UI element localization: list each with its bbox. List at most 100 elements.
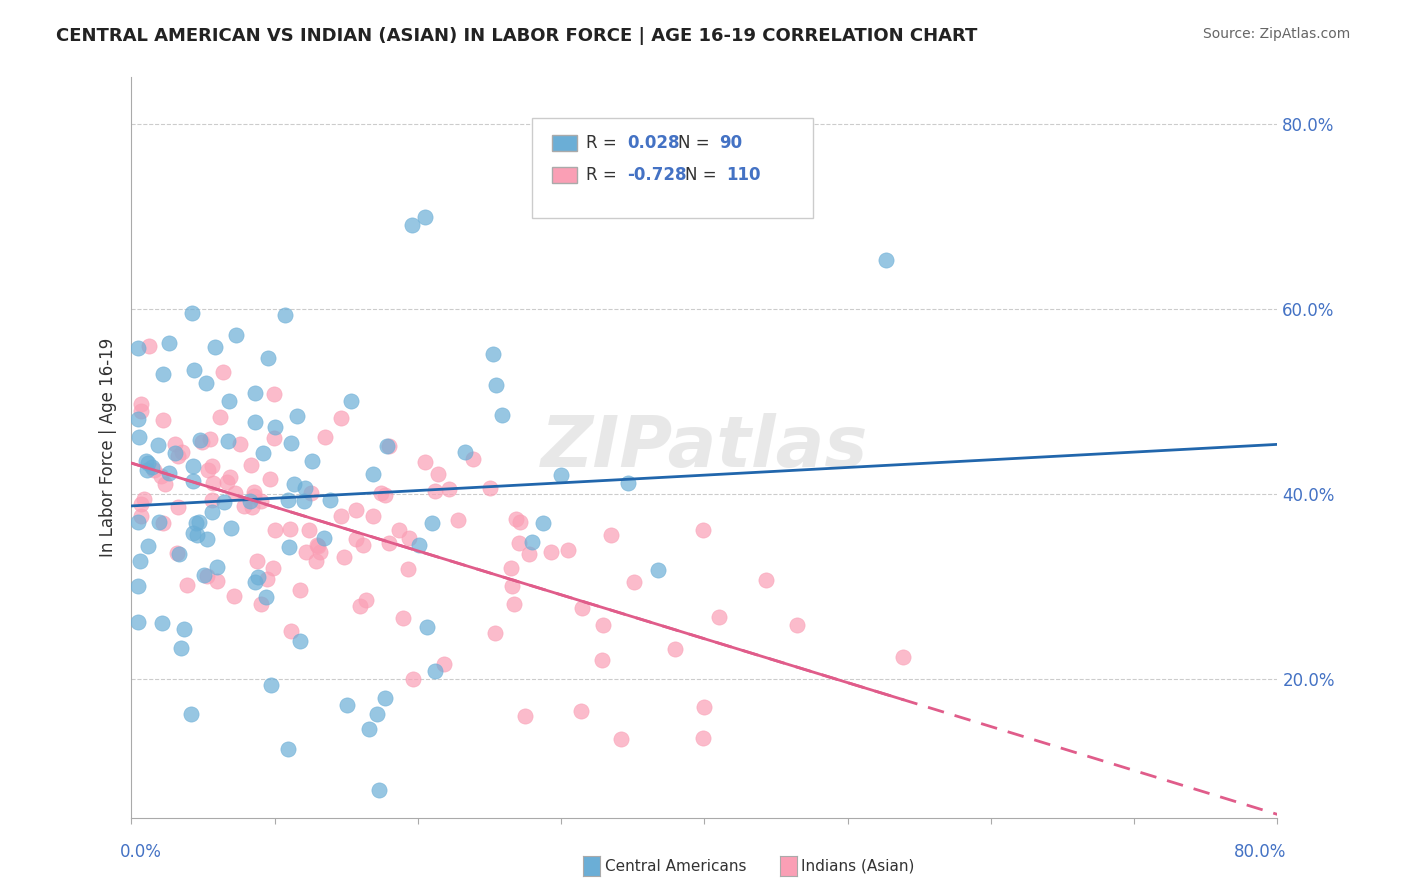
Point [239, 493, 262, 508]
Point [531, 516, 554, 531]
Point [136, 456, 159, 470]
Point [485, 378, 508, 392]
Point [623, 575, 645, 590]
Point [197, 462, 219, 476]
Point [433, 657, 456, 671]
Point [129, 397, 152, 411]
Point [307, 537, 329, 551]
Point [183, 363, 205, 377]
Point [591, 653, 613, 667]
Point [170, 640, 193, 655]
Point [201, 458, 224, 473]
Point [243, 485, 266, 500]
Text: N =: N = [678, 135, 714, 153]
Point [314, 430, 336, 444]
Point [180, 305, 202, 319]
Point [415, 211, 437, 225]
Point [129, 497, 152, 511]
Point [517, 547, 540, 561]
Point [423, 664, 446, 678]
Text: 0.028: 0.028 [627, 135, 681, 153]
Point [484, 625, 506, 640]
Point [188, 433, 211, 447]
Point [692, 523, 714, 537]
Text: N =: N = [685, 166, 721, 184]
Point [176, 578, 198, 592]
Point [149, 468, 172, 483]
Point [336, 698, 359, 712]
Point [225, 327, 247, 342]
Point [127, 578, 149, 592]
Point [263, 432, 285, 446]
Point [295, 545, 318, 559]
Point [375, 439, 398, 453]
Point [259, 472, 281, 486]
Point [263, 387, 285, 401]
Point [195, 533, 218, 547]
FancyBboxPatch shape [533, 118, 813, 219]
Point [396, 562, 419, 576]
Point [499, 561, 522, 575]
Point [290, 582, 312, 597]
Point [167, 547, 190, 561]
Point [388, 523, 411, 537]
Point [224, 589, 246, 603]
Point [647, 563, 669, 577]
Point [204, 340, 226, 354]
Point [194, 376, 217, 390]
Point [134, 453, 156, 467]
Point [273, 308, 295, 322]
Point [370, 485, 392, 500]
Point [243, 386, 266, 401]
Point [277, 742, 299, 756]
Point [891, 649, 914, 664]
Point [129, 508, 152, 523]
Point [416, 620, 439, 634]
Point [152, 516, 174, 530]
Point [333, 550, 356, 565]
Point [377, 439, 399, 453]
Point [508, 536, 530, 550]
Point [304, 554, 326, 568]
Point [413, 455, 436, 469]
Point [509, 516, 531, 530]
Point [252, 446, 274, 460]
Text: 80.0%: 80.0% [1234, 843, 1286, 861]
Point [136, 463, 159, 477]
Point [256, 572, 278, 586]
Point [129, 404, 152, 418]
Point [201, 492, 224, 507]
Point [600, 527, 623, 541]
Point [374, 488, 396, 502]
Point [186, 516, 208, 530]
Point [550, 468, 572, 483]
Point [150, 615, 173, 630]
Point [278, 522, 301, 536]
Point [188, 515, 211, 529]
Point [217, 434, 239, 448]
Point [166, 545, 188, 559]
Point [709, 609, 731, 624]
Point [200, 505, 222, 519]
Point [391, 611, 413, 625]
Point [447, 513, 470, 527]
Point [361, 508, 384, 523]
Point [277, 492, 299, 507]
Point [437, 482, 460, 496]
Point [132, 492, 155, 507]
Point [246, 554, 269, 568]
Point [224, 485, 246, 500]
Y-axis label: In Labor Force | Age 16-19: In Labor Force | Age 16-19 [100, 338, 117, 558]
Point [250, 597, 273, 611]
Point [426, 467, 449, 481]
Point [307, 539, 329, 553]
Point [571, 704, 593, 718]
Point [263, 419, 285, 434]
Point [167, 500, 190, 514]
Point [249, 494, 271, 508]
Point [165, 436, 187, 450]
Point [157, 336, 180, 351]
Point [283, 477, 305, 491]
Point [461, 451, 484, 466]
Point [240, 458, 263, 472]
